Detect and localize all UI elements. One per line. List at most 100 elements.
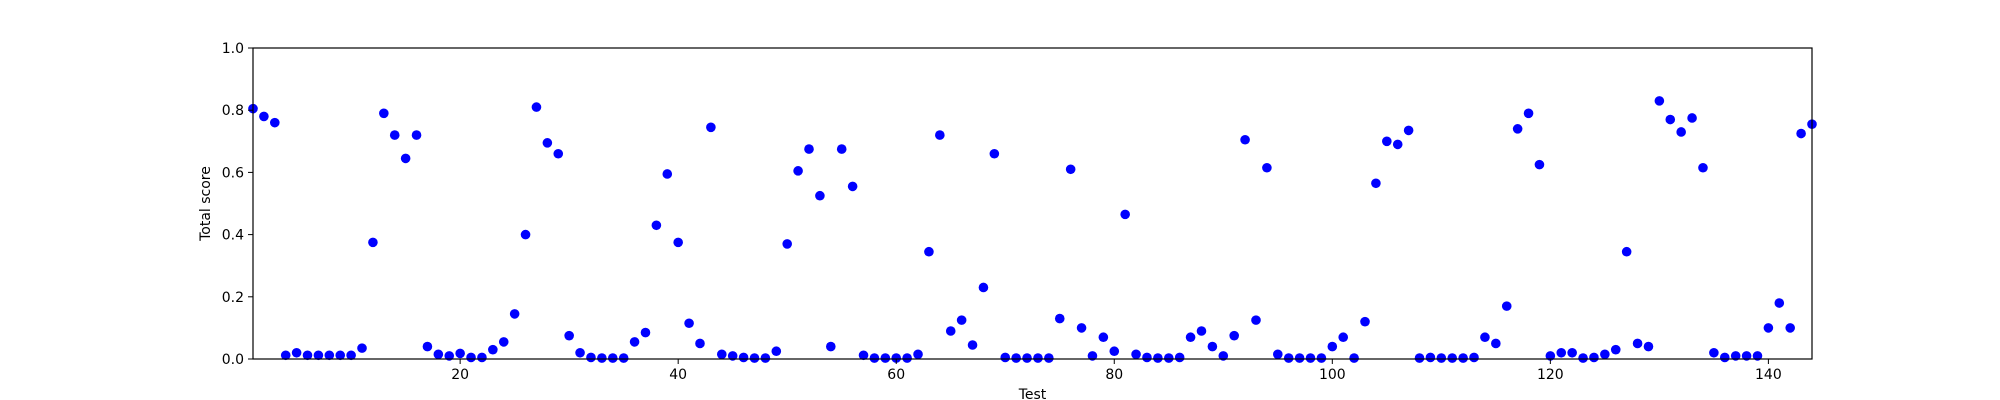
data-point bbox=[618, 353, 629, 363]
data-point bbox=[1621, 246, 1632, 257]
data-point bbox=[1665, 114, 1676, 125]
data-point bbox=[640, 327, 651, 338]
data-point bbox=[520, 229, 531, 240]
x-tick-label: 20 bbox=[451, 367, 469, 383]
data-point bbox=[1218, 351, 1229, 361]
data-point bbox=[749, 353, 760, 363]
data-point bbox=[553, 148, 564, 159]
data-point bbox=[1785, 323, 1795, 333]
data-point bbox=[1447, 353, 1458, 363]
data-point bbox=[542, 138, 553, 148]
data-point bbox=[1730, 351, 1741, 361]
data-point bbox=[422, 341, 433, 352]
data-point bbox=[716, 349, 727, 360]
data-point bbox=[1501, 301, 1512, 311]
data-point bbox=[738, 352, 749, 363]
data-point bbox=[1098, 332, 1109, 343]
data-point bbox=[1131, 349, 1141, 360]
data-point bbox=[858, 350, 869, 361]
data-point bbox=[1240, 134, 1250, 145]
data-point bbox=[1600, 349, 1610, 360]
data-point bbox=[1534, 159, 1545, 170]
data-point bbox=[891, 353, 902, 363]
y-axis-ticks: 0.0 0.2 0.4 0.6 0.8 1.0 bbox=[222, 41, 253, 368]
data-point bbox=[444, 351, 455, 361]
data-point bbox=[1469, 352, 1479, 363]
data-point bbox=[466, 352, 476, 363]
x-tick-label: 140 bbox=[1755, 367, 1782, 383]
x-tick-label: 120 bbox=[1537, 367, 1564, 383]
data-point bbox=[1556, 347, 1567, 358]
x-tick-label: 80 bbox=[1105, 367, 1123, 383]
data-point bbox=[1676, 127, 1686, 137]
data-point bbox=[1163, 353, 1174, 363]
data-point bbox=[564, 330, 574, 341]
data-point bbox=[1480, 332, 1490, 343]
data-point bbox=[488, 344, 498, 355]
data-point bbox=[1185, 332, 1196, 343]
data-point bbox=[1207, 341, 1218, 352]
data-point bbox=[575, 347, 585, 358]
data-point bbox=[1360, 316, 1370, 327]
data-point bbox=[1578, 353, 1588, 363]
data-point bbox=[826, 341, 836, 352]
data-point bbox=[1316, 353, 1327, 363]
data-point bbox=[1589, 352, 1599, 363]
data-point bbox=[1022, 353, 1032, 363]
x-tick-label: 100 bbox=[1319, 367, 1346, 383]
y-axis-label: Total score bbox=[198, 166, 214, 242]
data-point bbox=[924, 246, 934, 257]
data-point bbox=[1153, 353, 1163, 363]
data-point bbox=[1196, 326, 1207, 336]
data-point bbox=[771, 346, 782, 357]
data-point bbox=[1796, 128, 1806, 139]
data-point bbox=[1229, 330, 1239, 341]
data-point bbox=[1403, 125, 1414, 136]
data-point bbox=[684, 318, 694, 329]
data-point bbox=[597, 353, 607, 363]
x-axis-ticks: 20 40 60 80 100 120 140 bbox=[451, 359, 1782, 383]
data-point bbox=[1491, 338, 1501, 349]
y-tick-label: 0.0 bbox=[222, 352, 244, 368]
data-point bbox=[1610, 344, 1621, 355]
data-point bbox=[389, 130, 400, 140]
data-point bbox=[1436, 353, 1447, 363]
data-point bbox=[1349, 353, 1359, 363]
data-point bbox=[455, 348, 465, 359]
data-point bbox=[1262, 162, 1272, 173]
data-point bbox=[346, 350, 356, 361]
data-point bbox=[1512, 124, 1523, 134]
data-point bbox=[1567, 347, 1577, 358]
data-point bbox=[1774, 298, 1785, 308]
data-point bbox=[411, 130, 422, 140]
data-point bbox=[673, 237, 683, 248]
data-point bbox=[368, 237, 378, 248]
y-tick-label: 0.6 bbox=[222, 165, 244, 181]
data-point bbox=[804, 144, 814, 154]
data-point bbox=[1044, 353, 1054, 363]
data-point bbox=[509, 309, 520, 319]
data-point bbox=[935, 130, 945, 140]
data-point bbox=[1054, 313, 1065, 324]
data-point bbox=[629, 337, 640, 347]
data-point bbox=[1142, 352, 1152, 363]
data-point bbox=[1709, 347, 1719, 358]
data-point bbox=[1752, 351, 1763, 361]
data-point bbox=[869, 353, 880, 363]
data-point bbox=[651, 220, 662, 231]
data-point bbox=[379, 108, 389, 119]
data-point bbox=[1120, 209, 1130, 220]
data-point bbox=[945, 326, 956, 336]
data-point bbox=[782, 239, 792, 249]
data-point bbox=[607, 353, 618, 363]
data-point bbox=[335, 350, 346, 361]
data-point bbox=[902, 353, 912, 363]
data-point bbox=[1087, 351, 1098, 361]
data-point bbox=[357, 343, 367, 353]
data-point bbox=[706, 122, 716, 133]
data-point bbox=[1371, 178, 1381, 189]
data-point bbox=[400, 153, 411, 164]
data-point bbox=[1414, 353, 1425, 363]
data-point bbox=[1000, 352, 1011, 363]
data-point bbox=[1741, 351, 1752, 361]
